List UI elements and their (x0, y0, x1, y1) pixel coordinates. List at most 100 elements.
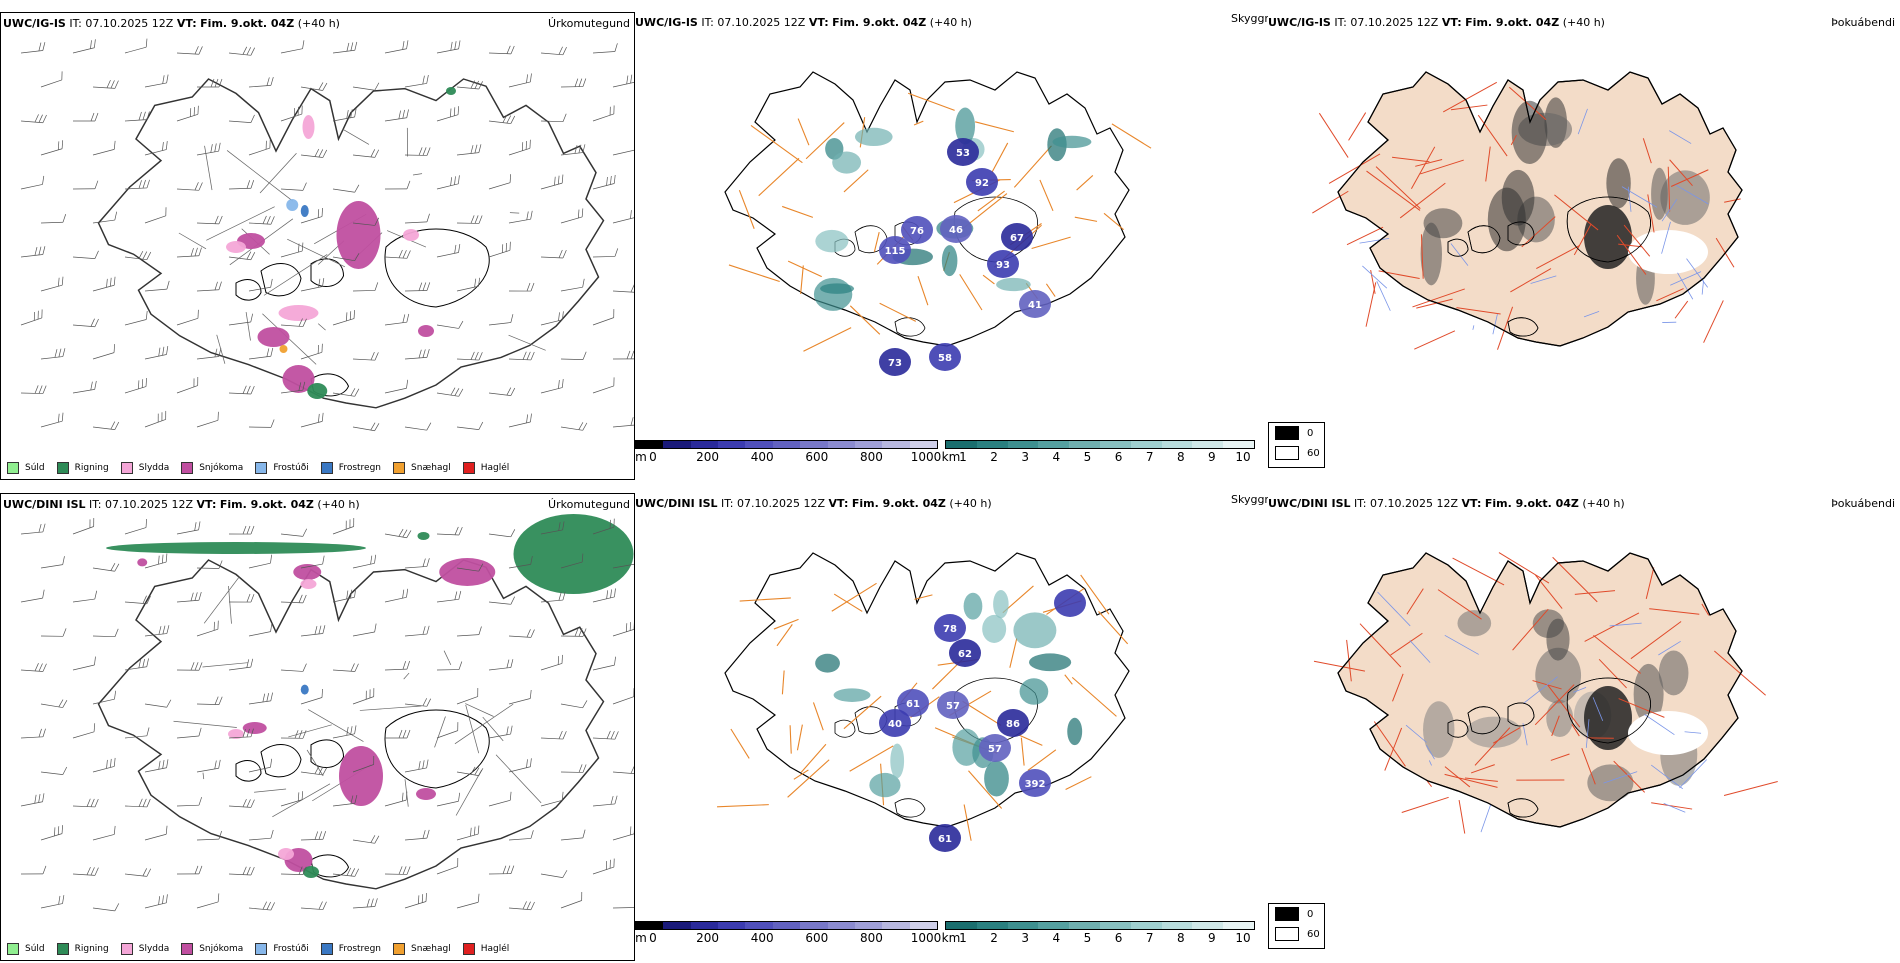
wind-barb-feather (351, 388, 355, 396)
wind-barb-staff (457, 359, 479, 360)
wind-barb (457, 215, 482, 224)
wind-barb-feather (453, 176, 458, 184)
wind-barb-staff (177, 114, 198, 121)
wind-barb-feather (421, 760, 425, 768)
fog-legend: 0 60 (1268, 903, 1325, 949)
wind-barb (93, 628, 118, 637)
wind-barb (404, 760, 430, 772)
wind-barb-feather (471, 352, 474, 360)
wind-barb-feather (375, 82, 379, 90)
visibility-colorbar-cell (1192, 922, 1223, 929)
wind-barb-feather (525, 759, 530, 767)
wind-barb (558, 892, 584, 908)
snow-colorbar-cell (663, 922, 690, 929)
wind-barb-feather (407, 661, 410, 669)
wind-barb-staff (613, 425, 635, 427)
fog-legend-label-1: 60 (1307, 929, 1320, 940)
wind-barb (385, 181, 410, 189)
wind-barb-feather (161, 75, 165, 83)
wind-barb-feather (399, 866, 402, 874)
glacier-outline (311, 740, 344, 768)
wind-barb-feather (270, 348, 274, 356)
wind-barb (278, 106, 304, 121)
wind-barb-feather (199, 662, 202, 670)
wind-barb-feather (525, 211, 529, 219)
wind-barb-feather (155, 414, 161, 423)
wind-barb-staff (385, 49, 407, 53)
wind-barb-feather (371, 352, 374, 360)
precip-patch (307, 383, 327, 399)
wind-barb-feather (511, 529, 515, 537)
wind-barb-staff (489, 250, 510, 257)
road-line (342, 129, 368, 144)
wind-barb-feather (56, 414, 61, 423)
wind-barb-feather (191, 378, 197, 387)
wind-barb-feather (161, 760, 165, 768)
wind-barb (489, 385, 515, 396)
wind-barb-staff (457, 902, 478, 908)
wind-barb-feather (374, 898, 378, 906)
wind-barb-feather (61, 895, 66, 903)
wind-barb-feather (112, 141, 117, 150)
precip-legend-item: Haglél (463, 943, 510, 955)
precip-legend-swatch (321, 943, 333, 955)
wind-barb (435, 793, 461, 806)
wind-barb-staff (457, 834, 478, 840)
wind-barb (541, 866, 567, 878)
wind-barb-feather (559, 731, 562, 739)
wind-barb-feather (604, 861, 609, 870)
wind-barb (125, 111, 150, 121)
wind-barb-staff (249, 85, 271, 87)
wind-barb (455, 826, 481, 840)
wind-barb-feather (423, 282, 426, 290)
wind-barb (71, 657, 97, 670)
snow-colorbar-cell (691, 922, 718, 929)
wind-barb (541, 249, 566, 258)
wind-barb-feather (107, 80, 111, 88)
wind-barb-staff (145, 768, 167, 772)
wind-barb-feather (528, 140, 533, 149)
wind-barb-feather (214, 349, 218, 357)
wind-barb-feather (56, 141, 61, 150)
snow-elevation-patch (1054, 589, 1086, 617)
wind-barb-feather (108, 278, 113, 287)
wind-barb-staff (405, 357, 427, 359)
wind-barb-staff (21, 737, 43, 738)
wind-barb-staff (509, 359, 531, 360)
wind-barb-staff (613, 82, 634, 87)
wind-barb-feather (263, 901, 267, 909)
wind-barb-feather (631, 284, 634, 292)
glacier-outline (311, 259, 344, 287)
wind-barb-feather (143, 799, 146, 807)
wind-barb-feather (425, 760, 429, 768)
precip-legend-label: Slydda (139, 944, 169, 954)
wind-barb-feather (401, 590, 406, 598)
visibility-patch (834, 688, 871, 702)
wind-barb-feather (320, 208, 325, 217)
wind-barb-feather (456, 175, 461, 183)
wind-barb-feather (406, 314, 410, 322)
wind-barb-feather (629, 75, 634, 83)
wind-barb (39, 825, 65, 840)
wind-barb-feather (613, 657, 618, 665)
wind-barb-feather (531, 283, 534, 291)
wind-barb-staff (93, 636, 115, 637)
wind-barb-staff (561, 217, 582, 223)
wind-barb (405, 147, 430, 155)
snow-colorbar-tick: 200 (696, 450, 719, 464)
fog-legend-row-1: 60 (1269, 443, 1324, 463)
wind-barb-feather (419, 147, 422, 155)
wind-barb (351, 555, 377, 568)
wind-barb (539, 655, 565, 670)
wind-barb-staff (41, 565, 63, 568)
visibility-colorbar-tick: 2 (990, 450, 998, 464)
wind-barb (248, 77, 274, 87)
wind-barb-feather (157, 761, 161, 769)
wind-barb-staff (125, 528, 146, 534)
wind-barb-feather (611, 377, 616, 386)
wind-barb-feather (628, 622, 633, 631)
wind-barb (195, 893, 221, 908)
